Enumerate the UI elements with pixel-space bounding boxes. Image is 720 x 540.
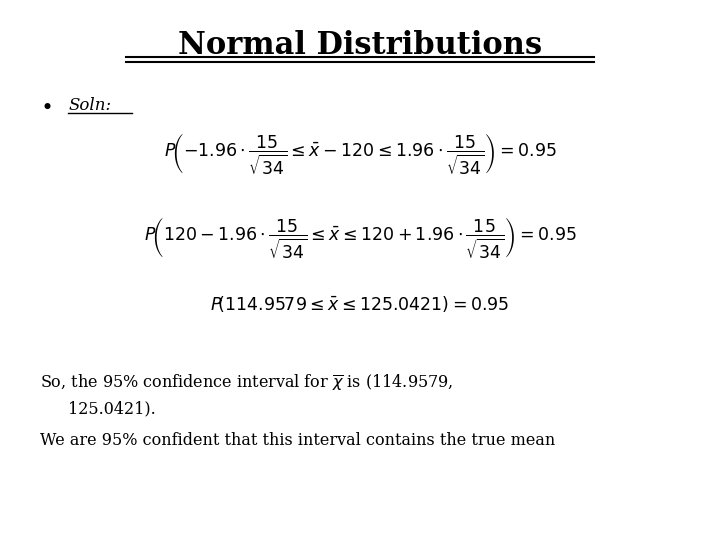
Text: 125.0421).: 125.0421). xyxy=(68,401,156,417)
Text: $P\!\left(114.9579\leq\bar{x}\leq125.0421\right)=0.95$: $P\!\left(114.9579\leq\bar{x}\leq125.042… xyxy=(210,294,510,314)
Text: We are 95% confident that this interval contains the true mean: We are 95% confident that this interval … xyxy=(40,432,555,449)
Text: Normal Distributions: Normal Distributions xyxy=(178,30,542,60)
Text: $P\!\left(120-1.96\cdot\dfrac{15}{\sqrt{34}}\leq\bar{x}\leq120+1.96\cdot\dfrac{1: $P\!\left(120-1.96\cdot\dfrac{15}{\sqrt{… xyxy=(143,216,577,261)
Text: So, the 95% confidence interval for $\overline{\chi}$ is (114.9579,: So, the 95% confidence interval for $\ov… xyxy=(40,373,453,393)
Text: Soln:: Soln: xyxy=(68,97,112,114)
Text: $\bullet$: $\bullet$ xyxy=(40,97,51,116)
Text: $P\!\left(-1.96\cdot\dfrac{15}{\sqrt{34}}\leq\bar{x}-120\leq1.96\cdot\dfrac{15}{: $P\!\left(-1.96\cdot\dfrac{15}{\sqrt{34}… xyxy=(163,132,557,177)
